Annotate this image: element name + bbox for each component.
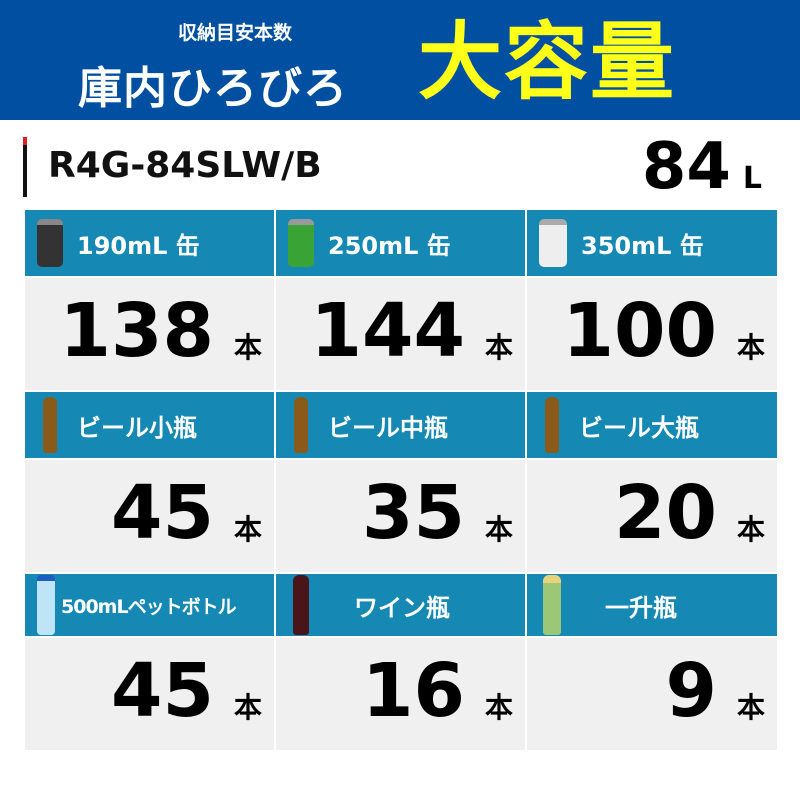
item-beer-small: ビール小瓶 45 本 bbox=[25, 390, 274, 572]
item-wine-bottle: ワイン瓶 16 本 bbox=[276, 572, 525, 750]
beer-bottle-icon bbox=[294, 397, 308, 453]
item-unit: 本 bbox=[484, 513, 513, 546]
item-count: 138 bbox=[59, 288, 214, 374]
item-label: 一升瓶 bbox=[605, 593, 677, 622]
banner-catch: 庫内ひろびろ bbox=[78, 63, 348, 114]
item-sake-bottle: 一升瓶 9 本 bbox=[527, 572, 777, 750]
item-pet-bottle: 500mLペットボトル 45 本 bbox=[25, 572, 274, 750]
banner-subtitle: 収納目安本数 bbox=[177, 22, 292, 44]
beer-can-icon bbox=[539, 219, 567, 267]
item-unit: 本 bbox=[736, 331, 765, 364]
item-unit: 本 bbox=[484, 691, 513, 724]
item-unit: 本 bbox=[484, 331, 513, 364]
item-count: 45 bbox=[111, 648, 214, 734]
banner-headline: 大容量 bbox=[418, 13, 677, 111]
item-beer-large: ビール大瓶 20 本 bbox=[527, 390, 777, 572]
item-count: 100 bbox=[562, 288, 717, 374]
item-beer-medium: ビール中瓶 35 本 bbox=[276, 390, 525, 572]
item-count: 35 bbox=[362, 470, 465, 556]
item-label: 190mL 缶 bbox=[77, 231, 200, 260]
item-unit: 本 bbox=[233, 331, 262, 364]
item-count: 16 bbox=[362, 648, 465, 734]
capacity: 84 L bbox=[642, 130, 762, 204]
item-count: 20 bbox=[614, 470, 717, 556]
capacity-value: 84 bbox=[641, 130, 731, 204]
item-label: ワイン瓶 bbox=[354, 593, 450, 622]
sake-bottle-icon bbox=[543, 575, 561, 635]
banner: 収納目安本数 庫内ひろびろ 大容量 bbox=[0, 0, 800, 120]
capacity-unit: L bbox=[742, 161, 762, 196]
capacity-grid: 190mL 缶 138 本 250mL 缶 144 本 350mL 缶 100 本 ビール小… bbox=[25, 210, 777, 750]
item-unit: 本 bbox=[736, 691, 765, 724]
item-label: ビール中瓶 bbox=[328, 413, 448, 442]
pet-bottle-icon bbox=[37, 575, 55, 635]
item-label: ビール小瓶 bbox=[77, 413, 197, 442]
wine-bottle-icon bbox=[293, 575, 309, 635]
beer-bottle-icon bbox=[545, 397, 559, 453]
item-unit: 本 bbox=[736, 513, 765, 546]
item-250ml-can: 250mL 缶 144 本 bbox=[276, 210, 525, 390]
item-label: 350mL 缶 bbox=[581, 231, 704, 260]
model-name: R4G-84SLW/B bbox=[48, 145, 322, 186]
item-unit: 本 bbox=[233, 691, 262, 724]
item-count: 9 bbox=[665, 648, 718, 734]
item-190ml-can: 190mL 缶 138 本 bbox=[25, 210, 274, 390]
item-label: ビール大瓶 bbox=[579, 413, 699, 442]
item-count: 45 bbox=[111, 470, 214, 556]
item-unit: 本 bbox=[233, 513, 262, 546]
cider-can-icon bbox=[288, 219, 314, 267]
accent-bar bbox=[23, 137, 27, 197]
item-label: 500mLペットボトル bbox=[61, 595, 237, 618]
item-count: 144 bbox=[310, 288, 465, 374]
coffee-can-icon bbox=[37, 219, 63, 267]
item-label: 250mL 缶 bbox=[328, 231, 451, 260]
beer-bottle-icon bbox=[43, 397, 57, 453]
item-350ml-can: 350mL 缶 100 本 bbox=[527, 210, 777, 390]
